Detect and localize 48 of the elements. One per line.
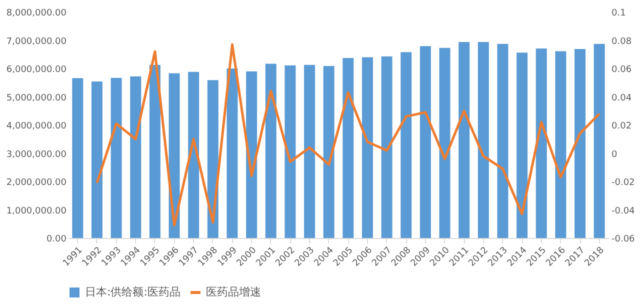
y2-tick-label: 0.04	[612, 93, 632, 104]
y2-tick-label: 0.06	[612, 65, 632, 75]
bar	[130, 76, 142, 238]
y-tick-label: 6,000,000.00	[6, 65, 67, 75]
line-series	[96, 43, 601, 227]
y2-tick-label: 0.02	[612, 122, 632, 132]
bar	[149, 64, 160, 238]
y2-tick-label: -0.02	[612, 178, 635, 188]
bar	[497, 44, 508, 238]
y2-tick-label: 0.1	[612, 8, 626, 18]
bar	[342, 58, 354, 238]
bar	[188, 72, 200, 238]
y-tick-label: 0.00	[46, 234, 67, 244]
bar	[72, 78, 84, 238]
legend-label: 医药品增速	[206, 286, 261, 298]
y-tick-label: 2,000,000.00	[6, 178, 67, 188]
y-tick-label: 8,000,000.00	[6, 8, 67, 18]
y-tick-label: 7,000,000.00	[6, 36, 67, 47]
legend-label: 日本:供给额:医药品	[85, 286, 180, 298]
y-tick-label: 3,000,000.00	[6, 150, 67, 160]
bar	[246, 71, 258, 238]
bar	[284, 65, 296, 238]
y-tick-label: 4,000,000.00	[6, 122, 67, 132]
bar	[574, 49, 586, 238]
bar	[594, 44, 605, 238]
bar	[110, 78, 122, 238]
bar	[478, 42, 489, 238]
bar	[381, 56, 392, 238]
bar	[516, 52, 528, 238]
bar	[265, 64, 276, 238]
y2-tick-label: -0.06	[612, 234, 636, 244]
bar	[400, 52, 412, 238]
bar	[304, 64, 316, 238]
bar	[420, 46, 431, 238]
bar	[323, 66, 334, 238]
y2-tick-label: 0.08	[612, 36, 632, 47]
bar	[439, 48, 450, 238]
y2-tick-label: -0.04	[612, 206, 636, 216]
y-tick-label: 1,000,000.00	[6, 206, 67, 216]
bar	[91, 81, 102, 238]
y2-tick-label: 0	[612, 150, 618, 160]
bar	[536, 48, 547, 238]
bar	[458, 42, 470, 238]
bar	[362, 57, 373, 238]
bar	[168, 73, 180, 238]
y-tick-label: 5,000,000.00	[6, 93, 67, 104]
bar	[555, 51, 566, 238]
bar	[226, 68, 238, 238]
